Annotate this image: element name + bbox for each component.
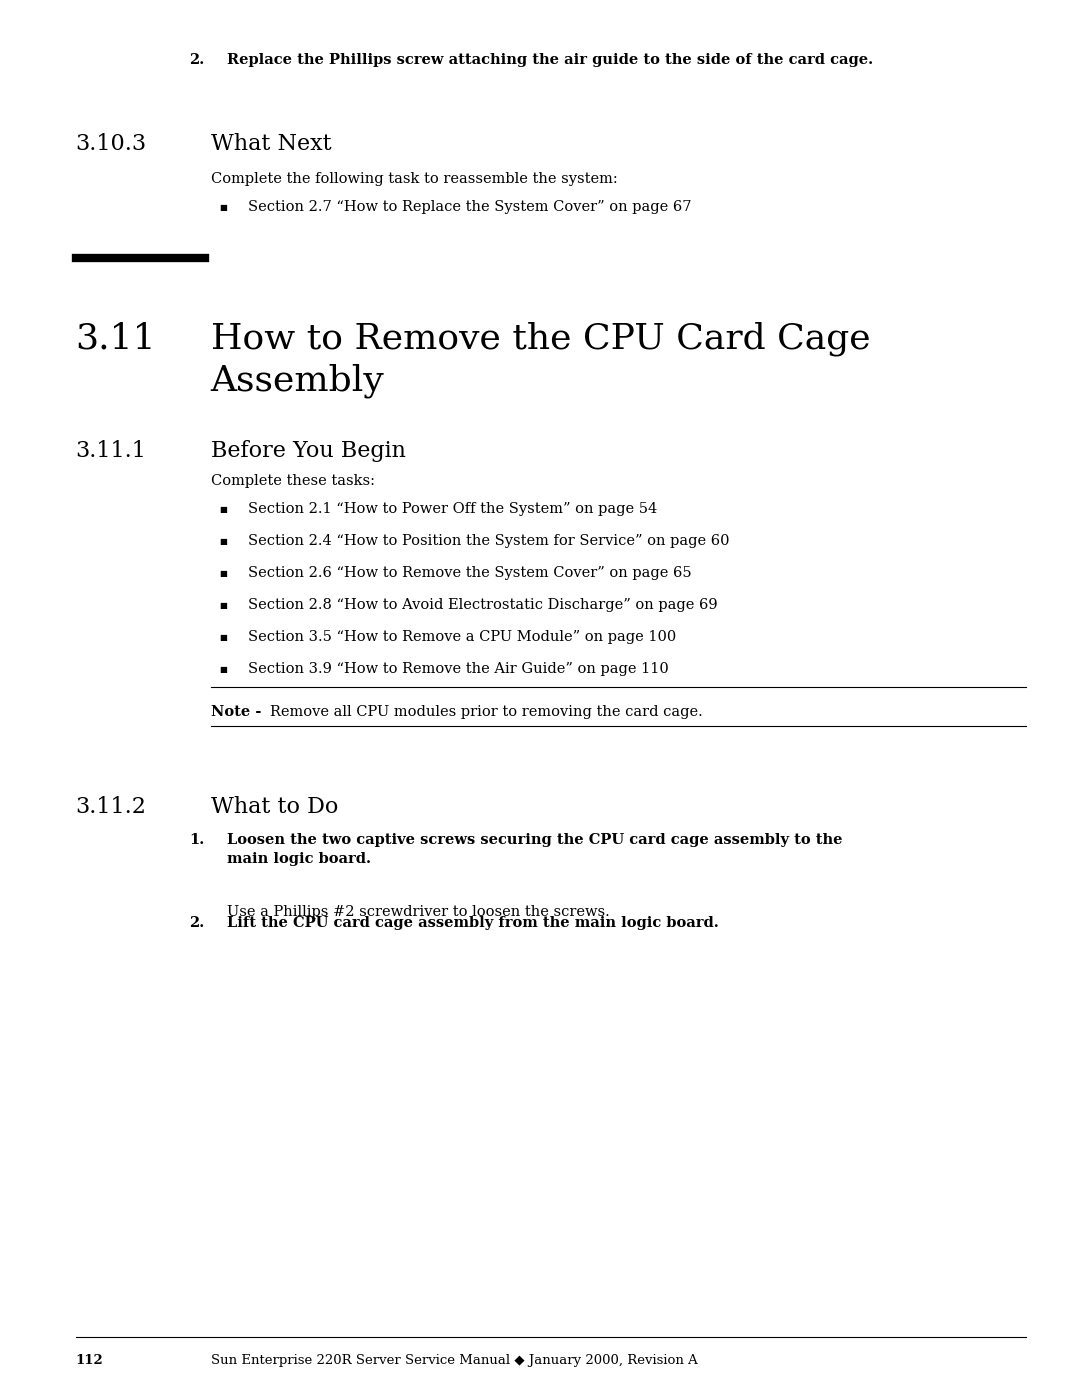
Text: Section 3.9 “How to Remove the Air Guide” on page 110: Section 3.9 “How to Remove the Air Guide… bbox=[248, 662, 670, 676]
Text: Use a Phillips #2 screwdriver to loosen the screws.: Use a Phillips #2 screwdriver to loosen … bbox=[227, 905, 609, 919]
Text: ■: ■ bbox=[219, 602, 227, 610]
Text: Before You Begin: Before You Begin bbox=[211, 440, 405, 462]
Text: 1.: 1. bbox=[189, 833, 204, 847]
Text: ■: ■ bbox=[219, 506, 227, 514]
Text: 2.: 2. bbox=[189, 916, 204, 930]
Text: Loosen the two captive screws securing the CPU card cage assembly to the
main lo: Loosen the two captive screws securing t… bbox=[227, 833, 842, 866]
Text: Replace the Phillips screw attaching the air guide to the side of the card cage.: Replace the Phillips screw attaching the… bbox=[227, 53, 873, 67]
Text: Complete these tasks:: Complete these tasks: bbox=[211, 474, 375, 488]
Text: Section 2.8 “How to Avoid Electrostatic Discharge” on page 69: Section 2.8 “How to Avoid Electrostatic … bbox=[248, 598, 718, 612]
Text: Complete the following task to reassemble the system:: Complete the following task to reassembl… bbox=[211, 172, 618, 186]
Text: 2.: 2. bbox=[189, 53, 204, 67]
Text: 3.11.1: 3.11.1 bbox=[76, 440, 147, 462]
Text: ■: ■ bbox=[219, 666, 227, 675]
Text: Section 2.6 “How to Remove the System Cover” on page 65: Section 2.6 “How to Remove the System Co… bbox=[248, 566, 692, 580]
Text: ■: ■ bbox=[219, 538, 227, 546]
Text: 3.11.2: 3.11.2 bbox=[76, 796, 147, 819]
Text: Section 2.7 “How to Replace the System Cover” on page 67: Section 2.7 “How to Replace the System C… bbox=[248, 200, 692, 214]
Text: Lift the CPU card cage assembly from the main logic board.: Lift the CPU card cage assembly from the… bbox=[227, 916, 718, 930]
Text: What to Do: What to Do bbox=[211, 796, 338, 819]
Text: How to Remove the CPU Card Cage
Assembly: How to Remove the CPU Card Cage Assembly bbox=[211, 321, 870, 398]
Text: Section 3.5 “How to Remove a CPU Module” on page 100: Section 3.5 “How to Remove a CPU Module”… bbox=[248, 630, 677, 644]
Text: 3.11: 3.11 bbox=[76, 321, 157, 355]
Text: Sun Enterprise 220R Server Service Manual ◆ January 2000, Revision A: Sun Enterprise 220R Server Service Manua… bbox=[211, 1354, 698, 1366]
Text: 112: 112 bbox=[76, 1354, 104, 1366]
Text: What Next: What Next bbox=[211, 133, 332, 155]
Text: Note -: Note - bbox=[211, 705, 266, 719]
Text: 3.10.3: 3.10.3 bbox=[76, 133, 147, 155]
Text: ■: ■ bbox=[219, 634, 227, 643]
Text: ■: ■ bbox=[219, 570, 227, 578]
Text: Remove all CPU modules prior to removing the card cage.: Remove all CPU modules prior to removing… bbox=[270, 705, 703, 719]
Text: ■: ■ bbox=[219, 204, 227, 212]
Text: Section 2.1 “How to Power Off the System” on page 54: Section 2.1 “How to Power Off the System… bbox=[248, 502, 658, 515]
Text: Section 2.4 “How to Position the System for Service” on page 60: Section 2.4 “How to Position the System … bbox=[248, 534, 730, 548]
